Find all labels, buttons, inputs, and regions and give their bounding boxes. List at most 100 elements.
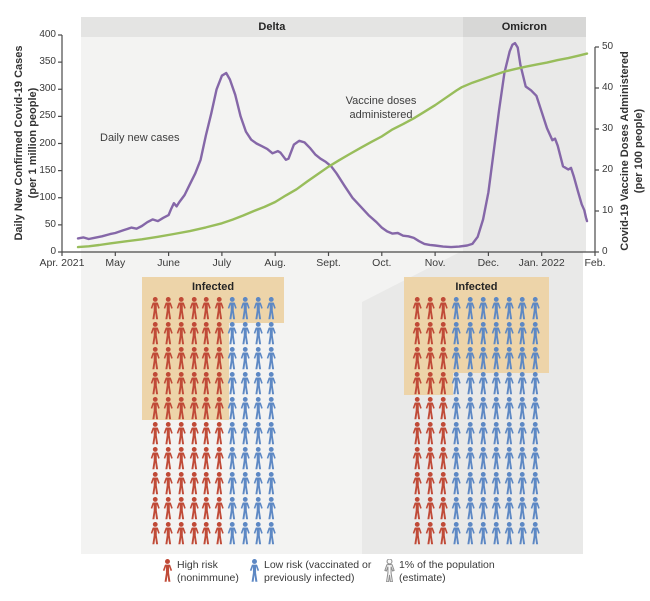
person-icon-low-risk bbox=[240, 472, 250, 495]
person-icon-high-risk bbox=[189, 472, 199, 495]
person-icon-low-risk bbox=[517, 522, 527, 545]
person-icon-high-risk bbox=[163, 447, 173, 470]
person-icon-low-risk bbox=[465, 347, 475, 370]
person-icon-low-risk bbox=[504, 372, 514, 395]
y-left-tick-label: 100 bbox=[39, 191, 56, 203]
x-axis-tick-label: Nov. bbox=[424, 257, 446, 269]
person-icon-high-risk bbox=[189, 397, 199, 420]
person-icon-high-risk bbox=[163, 397, 173, 420]
person-icon-high-risk bbox=[202, 297, 212, 320]
person-icon-high-risk bbox=[189, 372, 199, 395]
y-right-tick-label: 30 bbox=[602, 123, 614, 134]
person-icon-low-risk bbox=[452, 522, 462, 545]
person-icon-low-risk bbox=[517, 347, 527, 370]
person-icon-low-risk bbox=[491, 397, 501, 420]
person-icon-high-risk bbox=[189, 322, 199, 345]
plot-background-omicron bbox=[462, 37, 586, 252]
person-icon-high-risk bbox=[412, 497, 422, 520]
person-icon-high-risk bbox=[215, 472, 224, 495]
person-icon-high-risk bbox=[163, 497, 173, 520]
vaccine-doses-annotation: Vaccine doses administered bbox=[323, 95, 439, 122]
vaccine-doses-annotation-line1: Vaccine doses bbox=[345, 95, 417, 107]
legend-item-one-percent: 1% of the population (estimate) bbox=[384, 559, 495, 585]
x-axis-tick-label: Aug. bbox=[264, 257, 286, 269]
person-icon-high-risk bbox=[150, 297, 160, 320]
person-icon-low-risk bbox=[240, 497, 250, 520]
person-icon-low-risk bbox=[491, 447, 501, 470]
person-icon-low-risk bbox=[227, 522, 237, 545]
person-icon-low-risk bbox=[504, 397, 514, 420]
person-icon-low-risk bbox=[491, 522, 501, 545]
y-left-tick-label: 0 bbox=[50, 246, 56, 257]
person-icon-high-risk bbox=[176, 397, 186, 420]
person-icon-low-risk bbox=[266, 372, 276, 395]
legend-high-risk-line1: High risk bbox=[177, 559, 218, 571]
person-icon-low-risk bbox=[240, 397, 250, 420]
person-icon-high-risk bbox=[215, 497, 224, 520]
person-icon-high-risk bbox=[189, 522, 199, 545]
person-icon-high-risk bbox=[425, 497, 435, 520]
person-icon-low-risk bbox=[504, 447, 514, 470]
person-icon-low-risk bbox=[504, 347, 514, 370]
x-axis-tick-label: Oct. bbox=[372, 257, 392, 269]
person-icon-low-risk bbox=[504, 297, 514, 320]
one-percent-person-icon bbox=[384, 559, 395, 582]
person-icon-low-risk bbox=[266, 297, 276, 320]
high-risk-person-icon bbox=[162, 559, 173, 582]
person-icon-low-risk bbox=[240, 297, 250, 320]
person-icon-high-risk bbox=[150, 322, 160, 345]
person-icon-low-risk bbox=[227, 472, 237, 495]
person-icon-low-risk bbox=[531, 322, 541, 345]
person-icon-low-risk bbox=[531, 297, 541, 320]
person-icon-high-risk bbox=[176, 522, 186, 545]
y-left-axis-title-line1: Daily New Confirmed Covid-19 Cases bbox=[13, 45, 25, 241]
legend-low-risk-line1: Low risk (vaccinated or bbox=[264, 559, 372, 571]
person-icon-high-risk bbox=[150, 472, 160, 495]
person-icon-high-risk bbox=[202, 372, 212, 395]
person-icon-low-risk bbox=[253, 472, 263, 495]
person-icon-low-risk bbox=[517, 472, 527, 495]
person-icon-high-risk bbox=[439, 372, 449, 395]
y-right-tick-label: 10 bbox=[602, 205, 614, 216]
legend-one-percent-line1: 1% of the population bbox=[399, 559, 495, 571]
person-icon-high-risk bbox=[425, 522, 435, 545]
person-icon-low-risk bbox=[531, 422, 541, 445]
person-icon-low-risk bbox=[452, 372, 462, 395]
person-icon-low-risk bbox=[240, 322, 250, 345]
x-axis-tick-label: Jan. 2022 bbox=[518, 257, 565, 269]
y-right-axis-title-line1: Covid-19 Vaccine Doses Administered bbox=[619, 51, 631, 251]
y-right-tick-label: 0 bbox=[602, 246, 608, 257]
person-icon-low-risk bbox=[266, 497, 276, 520]
person-icon-low-risk bbox=[240, 422, 250, 445]
person-icon-low-risk bbox=[452, 397, 462, 420]
low-risk-person-icon bbox=[249, 559, 260, 582]
y-left-axis-title: Daily New Confirmed Covid-19 Cases (per … bbox=[11, 0, 41, 288]
x-axis-tick-label: Dec. bbox=[477, 257, 500, 269]
infected-label-omicron: Infected bbox=[455, 281, 498, 293]
person-icon-low-risk bbox=[452, 322, 462, 345]
person-icon-high-risk bbox=[439, 397, 449, 420]
person-icon-low-risk bbox=[227, 297, 237, 320]
person-icon-high-risk bbox=[412, 472, 422, 495]
y-left-tick-label: 250 bbox=[39, 110, 56, 122]
person-icon-low-risk bbox=[478, 297, 488, 320]
person-icon-low-risk bbox=[504, 522, 514, 545]
person-icon-high-risk bbox=[425, 347, 435, 370]
y-left-tick-label: 50 bbox=[44, 218, 56, 230]
person-icon-low-risk bbox=[478, 522, 488, 545]
person-icon-low-risk bbox=[491, 297, 501, 320]
legend-one-percent-line2: (estimate) bbox=[399, 572, 446, 584]
person-icon-low-risk bbox=[491, 322, 501, 345]
person-icon-low-risk bbox=[465, 497, 475, 520]
person-icon-high-risk bbox=[412, 372, 422, 395]
person-icon-high-risk bbox=[412, 397, 422, 420]
person-icon-low-risk bbox=[478, 322, 488, 345]
person-icon-low-risk bbox=[266, 422, 276, 445]
legend-high-risk-line2: (nonimmune) bbox=[177, 572, 239, 584]
person-icon-low-risk bbox=[504, 422, 514, 445]
person-icon-low-risk bbox=[517, 322, 527, 345]
person-icon-low-risk bbox=[253, 447, 263, 470]
person-icon-low-risk bbox=[504, 322, 514, 345]
person-icon-low-risk bbox=[465, 522, 475, 545]
